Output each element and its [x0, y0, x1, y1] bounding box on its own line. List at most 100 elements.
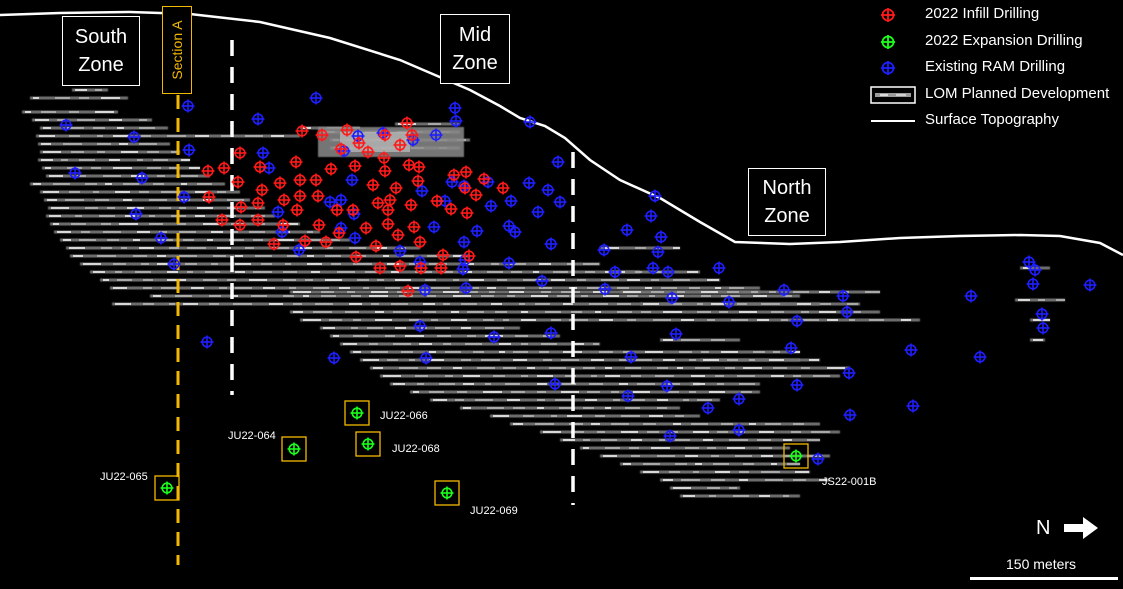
infill-drillhole[interactable] — [391, 228, 405, 242]
infill-drillhole[interactable] — [447, 168, 461, 182]
existing-drillhole[interactable] — [620, 223, 634, 237]
existing-drillhole[interactable] — [1022, 255, 1036, 269]
infill-drillhole[interactable] — [393, 138, 407, 152]
existing-drillhole[interactable] — [1028, 263, 1042, 277]
infill-drillhole[interactable] — [377, 151, 391, 165]
infill-drillhole[interactable] — [324, 162, 338, 176]
infill-drillhole[interactable] — [400, 116, 414, 130]
green-drillhole-icon[interactable] — [440, 486, 454, 500]
existing-drillhole[interactable] — [127, 130, 141, 144]
existing-drillhole[interactable] — [271, 205, 285, 219]
expansion-drillhole-ju22-065[interactable] — [154, 475, 180, 501]
existing-drillhole[interactable] — [337, 144, 351, 158]
infill-drillhole[interactable] — [436, 248, 450, 262]
infill-drillhole[interactable] — [366, 178, 380, 192]
infill-drillhole[interactable] — [277, 193, 291, 207]
existing-drillhole[interactable] — [661, 265, 675, 279]
infill-drillhole[interactable] — [393, 259, 407, 273]
existing-drillhole[interactable] — [448, 101, 462, 115]
infill-drillhole[interactable] — [371, 196, 385, 210]
existing-drillhole[interactable] — [167, 257, 181, 271]
infill-drillhole[interactable] — [231, 175, 245, 189]
infill-drillhole[interactable] — [444, 202, 458, 216]
existing-drillhole[interactable] — [376, 126, 390, 140]
expansion-drillhole-ju22-064[interactable] — [281, 436, 307, 462]
existing-drillhole[interactable] — [292, 243, 306, 257]
infill-drillhole[interactable] — [293, 173, 307, 187]
infill-drillhole[interactable] — [293, 189, 307, 203]
infill-drillhole[interactable] — [359, 221, 373, 235]
infill-drillhole[interactable] — [309, 173, 323, 187]
infill-drillhole[interactable] — [381, 217, 395, 231]
infill-drillhole[interactable] — [298, 234, 312, 248]
infill-drillhole[interactable] — [369, 239, 383, 253]
expansion-drillhole-js22-001b[interactable] — [783, 443, 809, 469]
existing-drillhole[interactable] — [904, 343, 918, 357]
existing-drillhole[interactable] — [669, 327, 683, 341]
existing-drillhole[interactable] — [784, 341, 798, 355]
green-drillhole-icon[interactable] — [361, 437, 375, 451]
infill-drillhole[interactable] — [378, 164, 392, 178]
infill-drillhole[interactable] — [414, 261, 428, 275]
existing-drillhole[interactable] — [732, 423, 746, 437]
existing-drillhole[interactable] — [154, 231, 168, 245]
existing-drillhole[interactable] — [654, 230, 668, 244]
existing-drillhole[interactable] — [351, 129, 365, 143]
existing-drillhole[interactable] — [644, 209, 658, 223]
infill-drillhole[interactable] — [312, 218, 326, 232]
existing-drillhole[interactable] — [840, 305, 854, 319]
existing-drillhole[interactable] — [973, 350, 987, 364]
existing-drillhole[interactable] — [504, 194, 518, 208]
existing-drillhole[interactable] — [323, 195, 337, 209]
infill-drillhole[interactable] — [496, 181, 510, 195]
existing-drillhole[interactable] — [1036, 321, 1050, 335]
infill-drillhole[interactable] — [458, 181, 472, 195]
existing-drillhole[interactable] — [275, 225, 289, 239]
existing-drillhole[interactable] — [523, 115, 537, 129]
infill-drillhole[interactable] — [430, 194, 444, 208]
existing-drillhole[interactable] — [598, 282, 612, 296]
existing-drillhole[interactable] — [621, 389, 635, 403]
existing-drillhole[interactable] — [68, 166, 82, 180]
existing-drillhole[interactable] — [535, 274, 549, 288]
infill-drillhole[interactable] — [315, 128, 329, 142]
existing-drillhole[interactable] — [334, 193, 348, 207]
existing-drillhole[interactable] — [182, 143, 196, 157]
existing-drillhole[interactable] — [722, 295, 736, 309]
infill-drillhole[interactable] — [251, 213, 265, 227]
existing-drillhole[interactable] — [624, 350, 638, 364]
existing-drillhole[interactable] — [502, 219, 516, 233]
infill-drillhole[interactable] — [251, 196, 265, 210]
existing-drillhole[interactable] — [413, 319, 427, 333]
infill-drillhole[interactable] — [346, 203, 360, 217]
existing-drillhole[interactable] — [665, 291, 679, 305]
infill-drillhole[interactable] — [462, 249, 476, 263]
existing-drillhole[interactable] — [309, 91, 323, 105]
existing-drillhole[interactable] — [660, 379, 674, 393]
infill-drillhole[interactable] — [330, 203, 344, 217]
existing-drillhole[interactable] — [553, 195, 567, 209]
infill-drillhole[interactable] — [233, 146, 247, 160]
existing-drillhole[interactable] — [177, 190, 191, 204]
infill-drillhole[interactable] — [340, 123, 354, 137]
existing-drillhole[interactable] — [777, 283, 791, 297]
infill-drillhole[interactable] — [311, 189, 325, 203]
infill-drillhole[interactable] — [378, 128, 392, 142]
existing-drillhole[interactable] — [393, 244, 407, 258]
infill-drillhole[interactable] — [267, 237, 281, 251]
existing-drillhole[interactable] — [470, 224, 484, 238]
existing-drillhole[interactable] — [701, 401, 715, 415]
infill-drillhole[interactable] — [361, 145, 375, 159]
existing-drillhole[interactable] — [348, 231, 362, 245]
infill-drillhole[interactable] — [201, 164, 215, 178]
infill-drillhole[interactable] — [332, 226, 346, 240]
green-drillhole-icon[interactable] — [160, 481, 174, 495]
existing-drillhole[interactable] — [508, 225, 522, 239]
infill-drillhole[interactable] — [434, 261, 448, 275]
existing-drillhole[interactable] — [200, 335, 214, 349]
existing-drillhole[interactable] — [1083, 278, 1097, 292]
infill-drillhole[interactable] — [202, 190, 216, 204]
infill-drillhole[interactable] — [404, 198, 418, 212]
existing-drillhole[interactable] — [135, 171, 149, 185]
infill-drillhole[interactable] — [402, 158, 416, 172]
